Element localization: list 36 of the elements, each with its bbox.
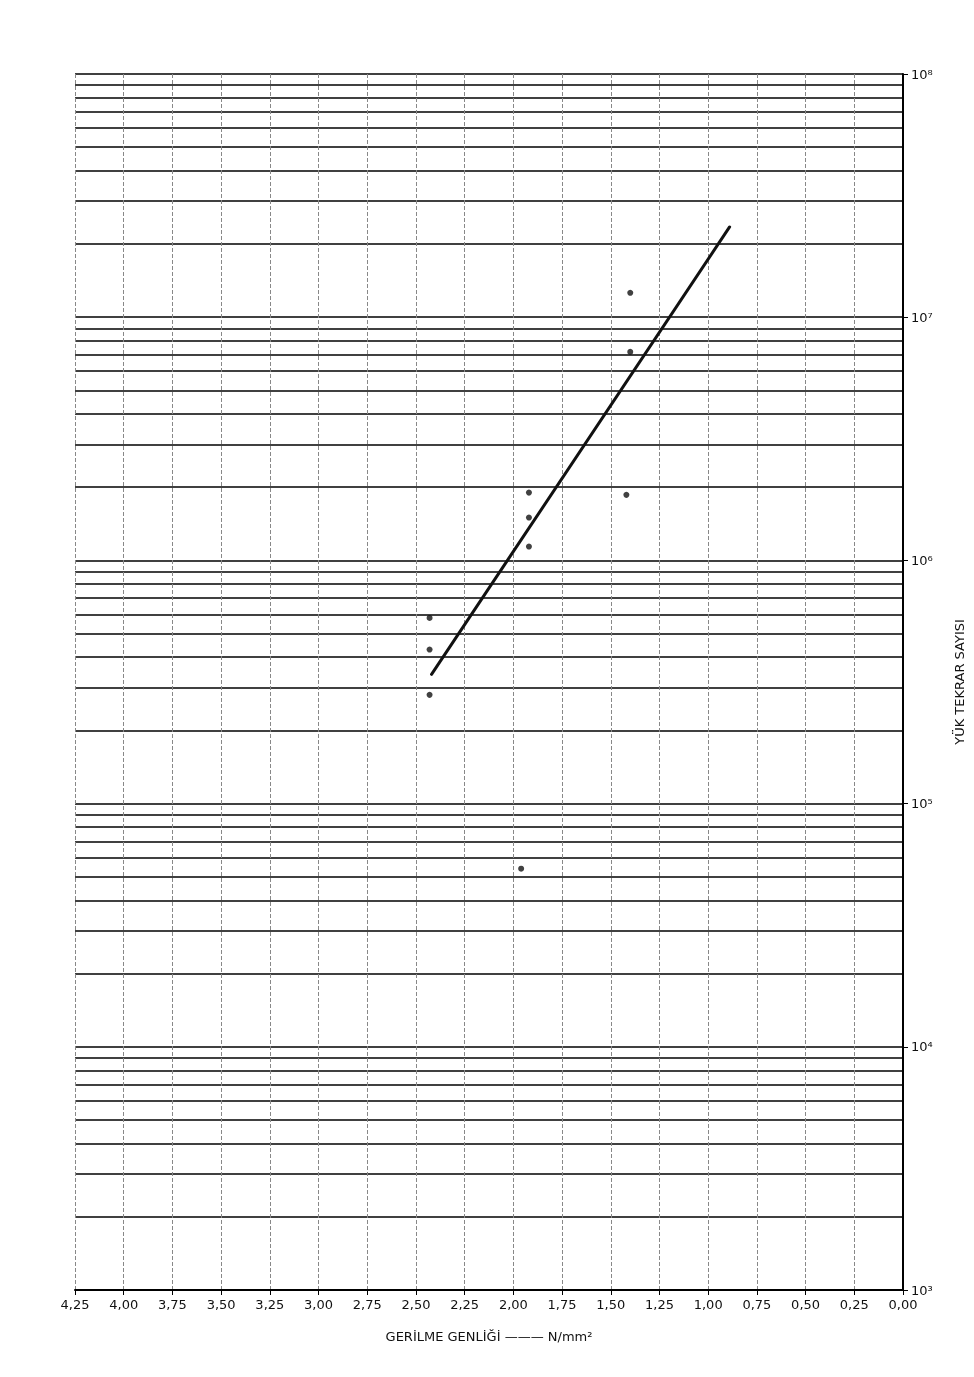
y-tick-label: 10⁸ (911, 66, 933, 82)
x-tick-label: 0,00 (888, 1297, 918, 1312)
y-tick-label: 10⁵ (911, 796, 933, 812)
y-tick-label: 10⁶ (911, 552, 933, 568)
point (525, 543, 532, 550)
point (426, 614, 433, 621)
point (426, 691, 433, 698)
x-tick-label: 0,75 (742, 1297, 772, 1312)
x-tick-label: 3,50 (206, 1297, 236, 1312)
x-tick-label: 4,25 (60, 1297, 90, 1312)
y-tick-label: 10⁴ (911, 1039, 933, 1055)
y-axis-title: YÜK TEKRAR SAYISI (951, 619, 967, 746)
x-axis-title: GERİLME GENLİĞİ ——— N/mm² (385, 1329, 593, 1344)
x-tick-label: 0,25 (839, 1297, 869, 1312)
point (623, 491, 630, 498)
x-tick-label: 2,00 (498, 1297, 528, 1312)
x-tick-label: 3,00 (304, 1297, 334, 1312)
x-tick-label: 2,75 (352, 1297, 382, 1312)
point (426, 646, 433, 653)
x-tick-label: 2,25 (450, 1297, 480, 1312)
point (627, 289, 634, 296)
x-tick-label: 3,25 (255, 1297, 285, 1312)
x-tick-label: 3,75 (157, 1297, 187, 1312)
x-tick-label: 1,00 (693, 1297, 723, 1312)
x-tick-label: 2,50 (401, 1297, 431, 1312)
point (518, 865, 525, 872)
x-tick-label: 1,75 (547, 1297, 577, 1312)
point (627, 348, 634, 355)
x-tick-label: 4,00 (109, 1297, 139, 1312)
point (525, 514, 532, 521)
x-tick-label: 1,50 (596, 1297, 626, 1312)
x-tick-label: 1,25 (644, 1297, 674, 1312)
y-tick-label: 10⁷ (911, 309, 933, 325)
y-tick-label: 10³ (911, 1282, 933, 1298)
x-tick-label: 0,50 (791, 1297, 821, 1312)
point (525, 489, 532, 496)
